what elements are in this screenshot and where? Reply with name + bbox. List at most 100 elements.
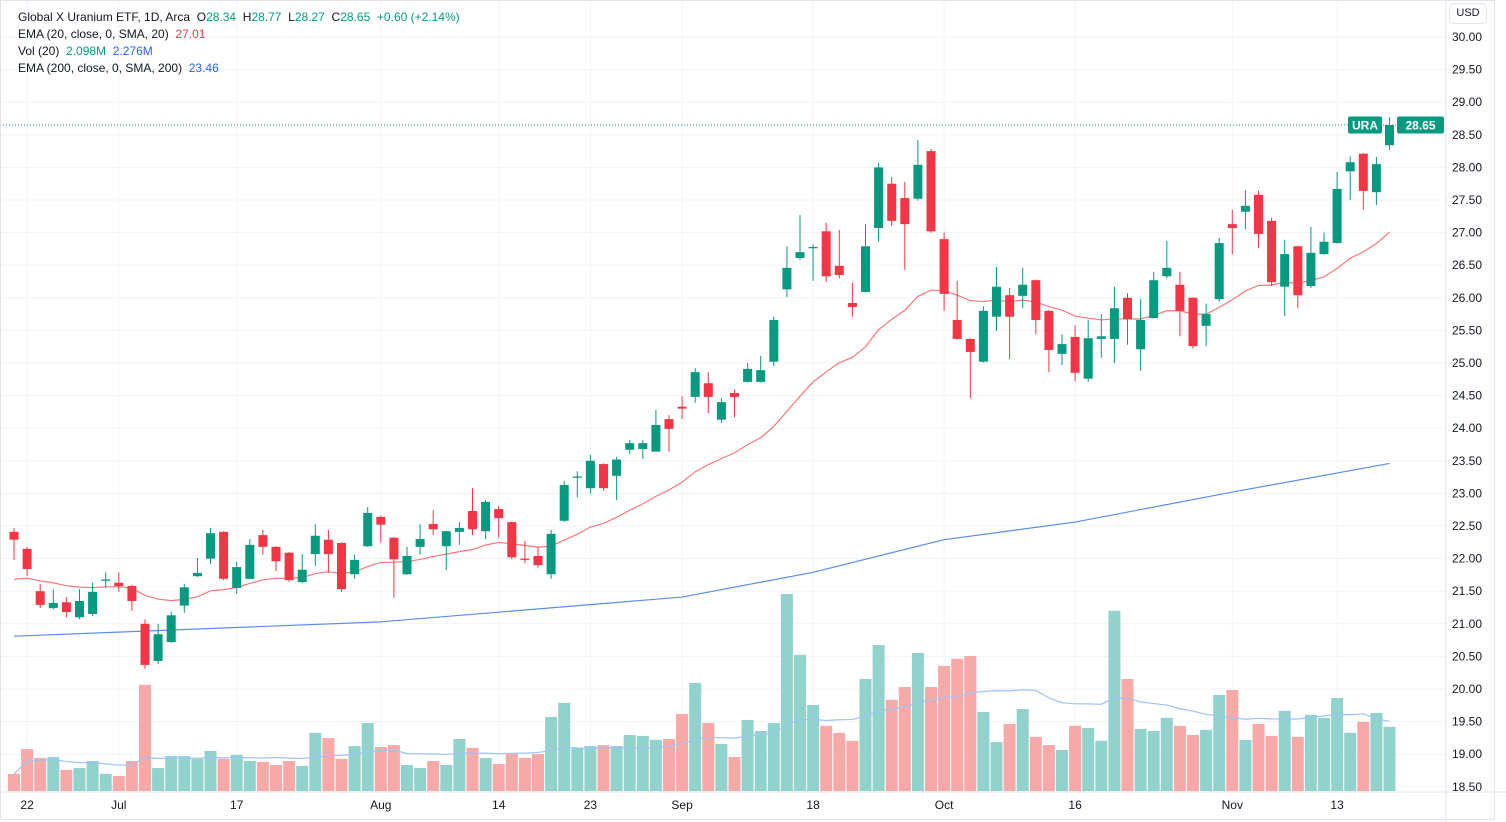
- candle-body[interactable]: [1385, 125, 1394, 146]
- candle-body[interactable]: [1149, 280, 1159, 319]
- candle-body[interactable]: [965, 338, 975, 352]
- candle-body[interactable]: [166, 615, 176, 643]
- candle-body[interactable]: [350, 559, 360, 575]
- candle-body[interactable]: [441, 531, 451, 547]
- candle-body[interactable]: [834, 265, 844, 275]
- candle-body[interactable]: [572, 476, 582, 478]
- candle-body[interactable]: [677, 406, 687, 409]
- candle-body[interactable]: [664, 419, 674, 429]
- candle-body[interactable]: [507, 522, 517, 558]
- candle-body[interactable]: [297, 569, 307, 583]
- candle-body[interactable]: [1175, 284, 1185, 311]
- candle-body[interactable]: [978, 310, 988, 362]
- candle-body[interactable]: [533, 555, 543, 566]
- candle-body[interactable]: [992, 286, 1001, 317]
- candle-body[interactable]: [1188, 297, 1198, 347]
- candle-body[interactable]: [415, 539, 425, 547]
- candle-body[interactable]: [585, 460, 595, 489]
- candle-body[interactable]: [1280, 254, 1290, 287]
- candle-body[interactable]: [232, 567, 242, 588]
- candle-body[interactable]: [428, 524, 438, 530]
- candle-body[interactable]: [61, 602, 71, 613]
- candle-body[interactable]: [101, 579, 111, 581]
- candle-body[interactable]: [1018, 284, 1028, 296]
- candle-body[interactable]: [88, 591, 98, 615]
- candle-body[interactable]: [795, 252, 805, 259]
- currency-button[interactable]: USD: [1449, 3, 1487, 24]
- candle-body[interactable]: [271, 546, 281, 562]
- candle-body[interactable]: [206, 533, 215, 559]
- candle-body[interactable]: [153, 634, 163, 661]
- candle-body[interactable]: [716, 402, 726, 420]
- candle-body[interactable]: [638, 443, 648, 450]
- candle-body[interactable]: [35, 591, 45, 605]
- candle-body[interactable]: [625, 443, 635, 450]
- candle-body[interactable]: [1109, 308, 1119, 339]
- candle-body[interactable]: [1254, 194, 1263, 234]
- price-axis[interactable]: [1446, 0, 1506, 822]
- candle-body[interactable]: [323, 539, 333, 555]
- candle-body[interactable]: [48, 602, 58, 609]
- candle-body[interactable]: [743, 368, 753, 382]
- candle-body[interactable]: [494, 509, 504, 519]
- candle-body[interactable]: [887, 183, 897, 221]
- candle-body[interactable]: [847, 303, 857, 307]
- candle-body[interactable]: [808, 246, 818, 249]
- candle-body[interactable]: [612, 459, 622, 476]
- candle-body[interactable]: [546, 533, 556, 575]
- candle-body[interactable]: [22, 548, 32, 570]
- candle-body[interactable]: [1345, 162, 1355, 172]
- candle-body[interactable]: [861, 246, 870, 292]
- candle-body[interactable]: [9, 531, 19, 540]
- candle-body[interactable]: [284, 552, 294, 581]
- candle-body[interactable]: [900, 198, 910, 225]
- candle-body[interactable]: [939, 239, 949, 294]
- candle-body[interactable]: [1083, 338, 1093, 379]
- candle-body[interactable]: [179, 587, 189, 606]
- candle-body[interactable]: [454, 527, 464, 532]
- candle-body[interactable]: [1136, 319, 1146, 350]
- time-axis[interactable]: [0, 791, 1506, 822]
- candle-body[interactable]: [599, 464, 608, 489]
- candle-body[interactable]: [520, 558, 530, 560]
- candle-body[interactable]: [1123, 297, 1132, 320]
- candle-body[interactable]: [1267, 220, 1277, 283]
- candle-body[interactable]: [690, 372, 700, 397]
- candle-body[interactable]: [219, 531, 229, 579]
- candle-body[interactable]: [192, 572, 202, 577]
- candle-body[interactable]: [1319, 241, 1329, 255]
- candle-body[interactable]: [559, 484, 569, 521]
- candle-body[interactable]: [1044, 310, 1054, 350]
- candle-body[interactable]: [1005, 295, 1015, 317]
- candle-body[interactable]: [376, 516, 386, 525]
- candle-body[interactable]: [245, 544, 255, 579]
- candle-body[interactable]: [874, 167, 884, 229]
- candle-body[interactable]: [1162, 267, 1172, 277]
- candle-body[interactable]: [258, 535, 268, 547]
- candle-body[interactable]: [730, 392, 739, 397]
- candle-body[interactable]: [769, 319, 779, 362]
- candle-body[interactable]: [703, 383, 713, 397]
- candle-body[interactable]: [1371, 164, 1381, 193]
- candle-body[interactable]: [1306, 252, 1316, 287]
- candle-body[interactable]: [481, 501, 491, 532]
- candle-body[interactable]: [1227, 224, 1237, 229]
- candle-body[interactable]: [913, 164, 923, 199]
- candle-body[interactable]: [756, 370, 766, 382]
- candle-body[interactable]: [952, 319, 962, 339]
- candle-body[interactable]: [127, 585, 137, 601]
- candle-body[interactable]: [389, 537, 399, 560]
- candle-body[interactable]: [1214, 243, 1224, 300]
- candle-body[interactable]: [337, 542, 346, 590]
- candle-body[interactable]: [1332, 188, 1342, 244]
- legend-ema200-row[interactable]: EMA (200, close, 0, SMA, 200) 23.46: [18, 60, 460, 77]
- candle-body[interactable]: [402, 555, 412, 575]
- candle-body[interactable]: [1070, 336, 1080, 373]
- legend-volume-row[interactable]: Vol (20) 2.098M 2.276M: [18, 43, 460, 60]
- candle-body[interactable]: [821, 231, 831, 277]
- candle-body[interactable]: [1096, 336, 1106, 339]
- candle-body[interactable]: [468, 511, 477, 530]
- candle-body[interactable]: [926, 151, 936, 232]
- candle-body[interactable]: [310, 535, 320, 555]
